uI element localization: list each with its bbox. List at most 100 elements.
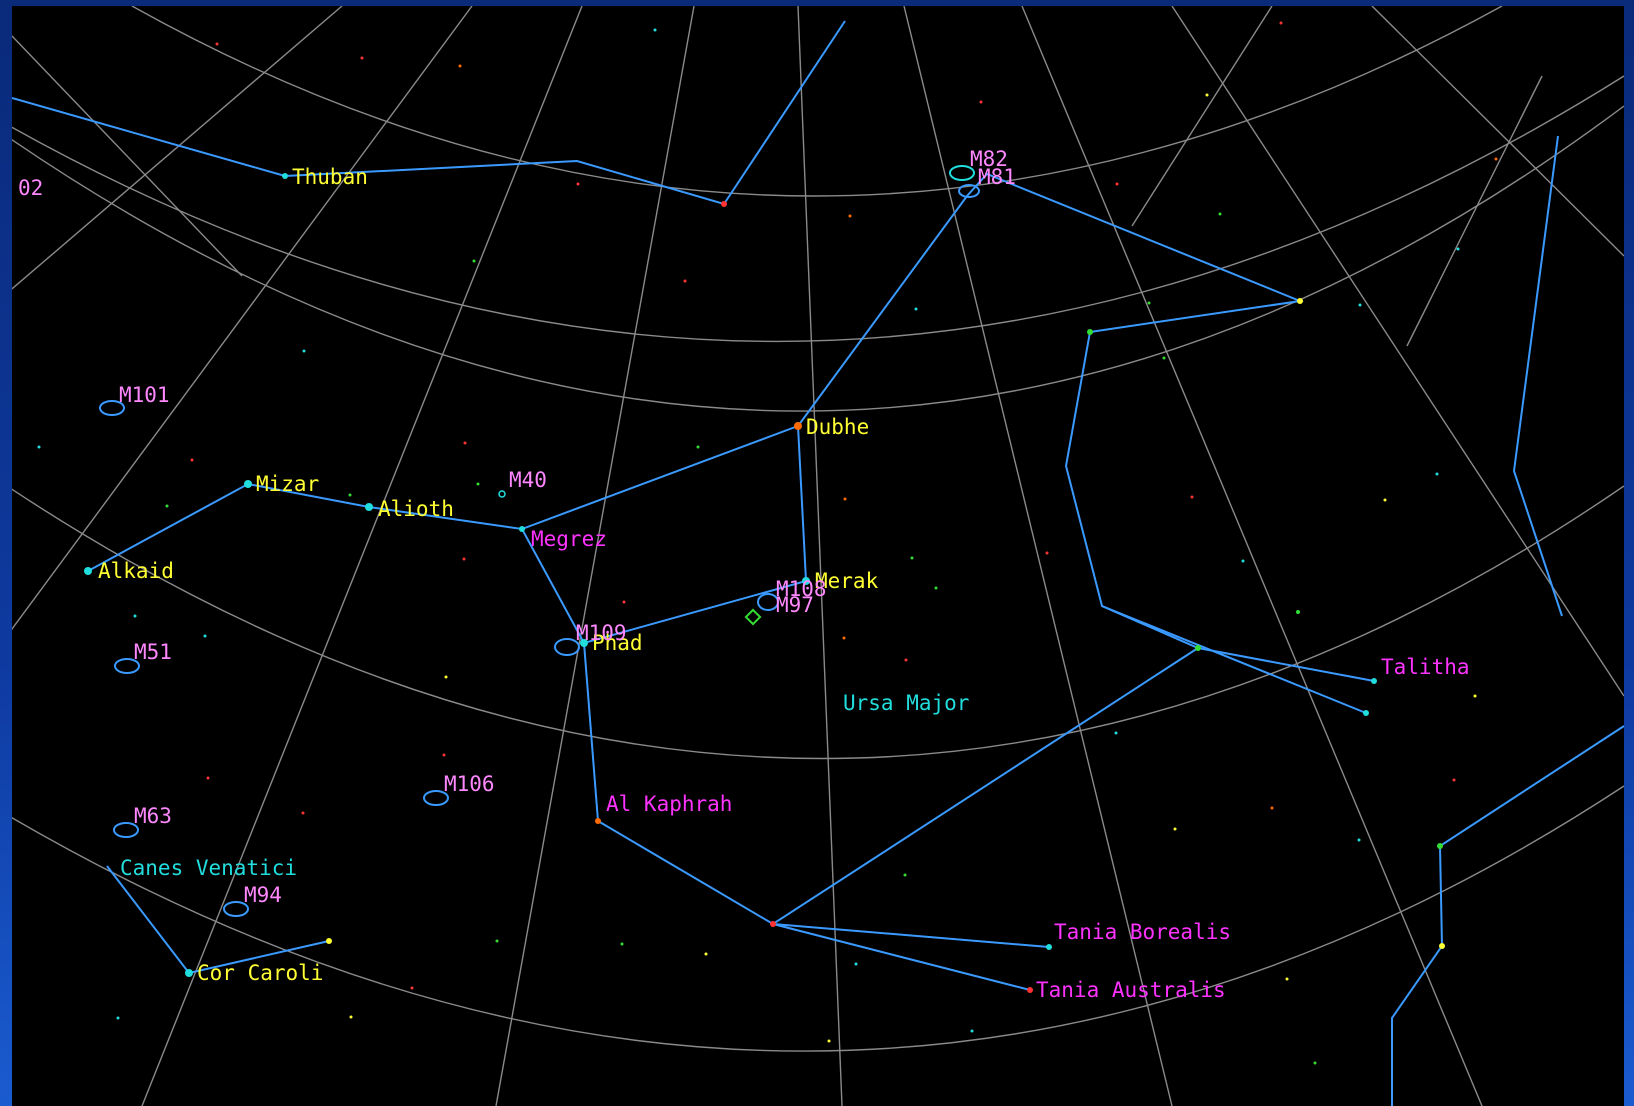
label-megrez: Megrez	[531, 527, 607, 551]
label-mizar: Mizar	[256, 472, 319, 496]
star-lynx-yellow[interactable]	[1439, 943, 1445, 949]
faint-star	[979, 100, 983, 104]
constellation-lines	[12, 20, 1624, 1106]
faint-star	[348, 493, 352, 497]
label-alioth: Alioth	[378, 497, 454, 521]
m101-marker[interactable]	[99, 400, 125, 416]
sky-map[interactable]: Thuban Dubhe Merak Phad Megrez Alioth Mi…	[12, 6, 1624, 1106]
label-tania-borealis: Tania Borealis	[1054, 920, 1231, 944]
dec-circle-3	[12, 485, 1624, 760]
faint-star	[854, 962, 858, 966]
faint-star	[620, 942, 624, 946]
star-draco-red[interactable]	[721, 201, 727, 207]
object-labels: M82 M81 M101 M40 M108 M97 M109 M51 M106 …	[18, 147, 1016, 907]
star-thuban[interactable]	[282, 173, 288, 179]
ra-line-7	[141, 6, 583, 1106]
m51-marker[interactable]	[114, 658, 140, 674]
star-tania-australis[interactable]	[1027, 987, 1033, 993]
faint-star	[934, 586, 938, 590]
label-phad: Phad	[592, 631, 643, 655]
green-marker[interactable]	[744, 608, 762, 626]
faint-star	[1114, 731, 1118, 735]
star-head-yellow[interactable]	[1297, 298, 1303, 304]
m94-marker[interactable]	[223, 901, 249, 917]
faint-star	[1494, 157, 1498, 161]
constellation-labels: Ursa Major Canes Venatici	[120, 691, 969, 880]
faint-star	[1358, 303, 1362, 307]
star-merak[interactable]	[802, 577, 810, 585]
ra-line-4	[1171, 6, 1624, 697]
ursa-major-back-line	[583, 642, 1199, 926]
ra-line-3	[1021, 6, 1483, 1106]
faint-star	[827, 1039, 831, 1043]
faint-star	[1218, 212, 1222, 216]
ra-line-2	[903, 6, 1173, 1106]
star-cv-yellow[interactable]	[326, 938, 332, 944]
faint-star	[1279, 21, 1283, 25]
label-m63: M63	[134, 804, 172, 828]
m106-marker[interactable]	[423, 790, 449, 806]
faint-star	[1270, 806, 1274, 810]
faint-star	[1473, 694, 1477, 698]
star-al-kaphrah[interactable]	[595, 818, 601, 824]
star-cor-caroli[interactable]	[185, 969, 193, 977]
canes-venatici-line	[106, 865, 330, 975]
lynx-line	[1512, 135, 1563, 617]
faint-star	[1452, 778, 1456, 782]
star-phad[interactable]	[580, 639, 588, 647]
star-dubhe[interactable]	[794, 422, 802, 430]
star-head-green[interactable]	[1087, 329, 1093, 335]
label-alkaid: Alkaid	[98, 559, 174, 583]
faint-star	[622, 600, 626, 604]
m63-marker[interactable]	[113, 822, 139, 838]
faint-star	[472, 259, 476, 263]
star-tania-borealis[interactable]	[1046, 944, 1052, 950]
ra-line-12	[12, 35, 243, 277]
label-m40: M40	[509, 468, 547, 492]
draco-line	[12, 20, 846, 206]
faint-star	[704, 952, 708, 956]
deep-sky-objects[interactable]	[99, 165, 980, 917]
faint-star	[165, 504, 169, 508]
star-megrez[interactable]	[519, 526, 525, 532]
label-dubhe: Dubhe	[806, 415, 869, 439]
star-leg-cyan[interactable]	[1363, 710, 1369, 716]
star-talitha[interactable]	[1371, 678, 1377, 684]
sky-chart[interactable]: Thuban Dubhe Merak Phad Megrez Alioth Mi…	[12, 6, 1624, 1106]
m40-marker[interactable]	[498, 490, 506, 498]
dec-circle-4	[12, 785, 1624, 1052]
faint-star	[1435, 472, 1439, 476]
dec-circle-5	[12, 75, 1624, 343]
star-ursa-major-back[interactable]	[770, 921, 776, 927]
faint-star	[444, 675, 448, 679]
m97-marker[interactable]	[757, 593, 779, 611]
star-mizar[interactable]	[244, 480, 252, 488]
star-labels: Thuban Dubhe Merak Phad Megrez Alioth Mi…	[98, 165, 1470, 1002]
faint-star	[476, 482, 480, 486]
m81-marker[interactable]	[958, 184, 980, 198]
faint-star	[914, 307, 918, 311]
star-alioth[interactable]	[365, 503, 373, 511]
m82-marker[interactable]	[949, 165, 975, 181]
stars[interactable]	[84, 173, 1445, 993]
declination-grid	[12, 6, 1624, 1052]
star-lynx-green[interactable]	[1437, 843, 1443, 849]
faint-star	[1162, 356, 1166, 360]
star-alkaid[interactable]	[84, 567, 92, 575]
big-dipper-line	[87, 424, 808, 645]
faint-star	[848, 214, 852, 218]
faint-star	[206, 776, 210, 780]
label-m101: M101	[119, 383, 170, 407]
star-leg-green[interactable]	[1195, 645, 1201, 651]
ra-line-11	[1406, 75, 1543, 347]
faint-star	[203, 634, 207, 638]
m109-marker[interactable]	[554, 638, 580, 656]
tania-australis-line	[772, 923, 1031, 991]
ra-line-10	[1131, 6, 1273, 227]
label-m94: M94	[244, 883, 282, 907]
faint-star	[1357, 838, 1361, 842]
dec-circle-1	[131, 6, 1503, 197]
label-edge-02: 02	[18, 176, 43, 200]
faint-star	[696, 445, 700, 449]
tania-borealis-line	[772, 923, 1050, 948]
